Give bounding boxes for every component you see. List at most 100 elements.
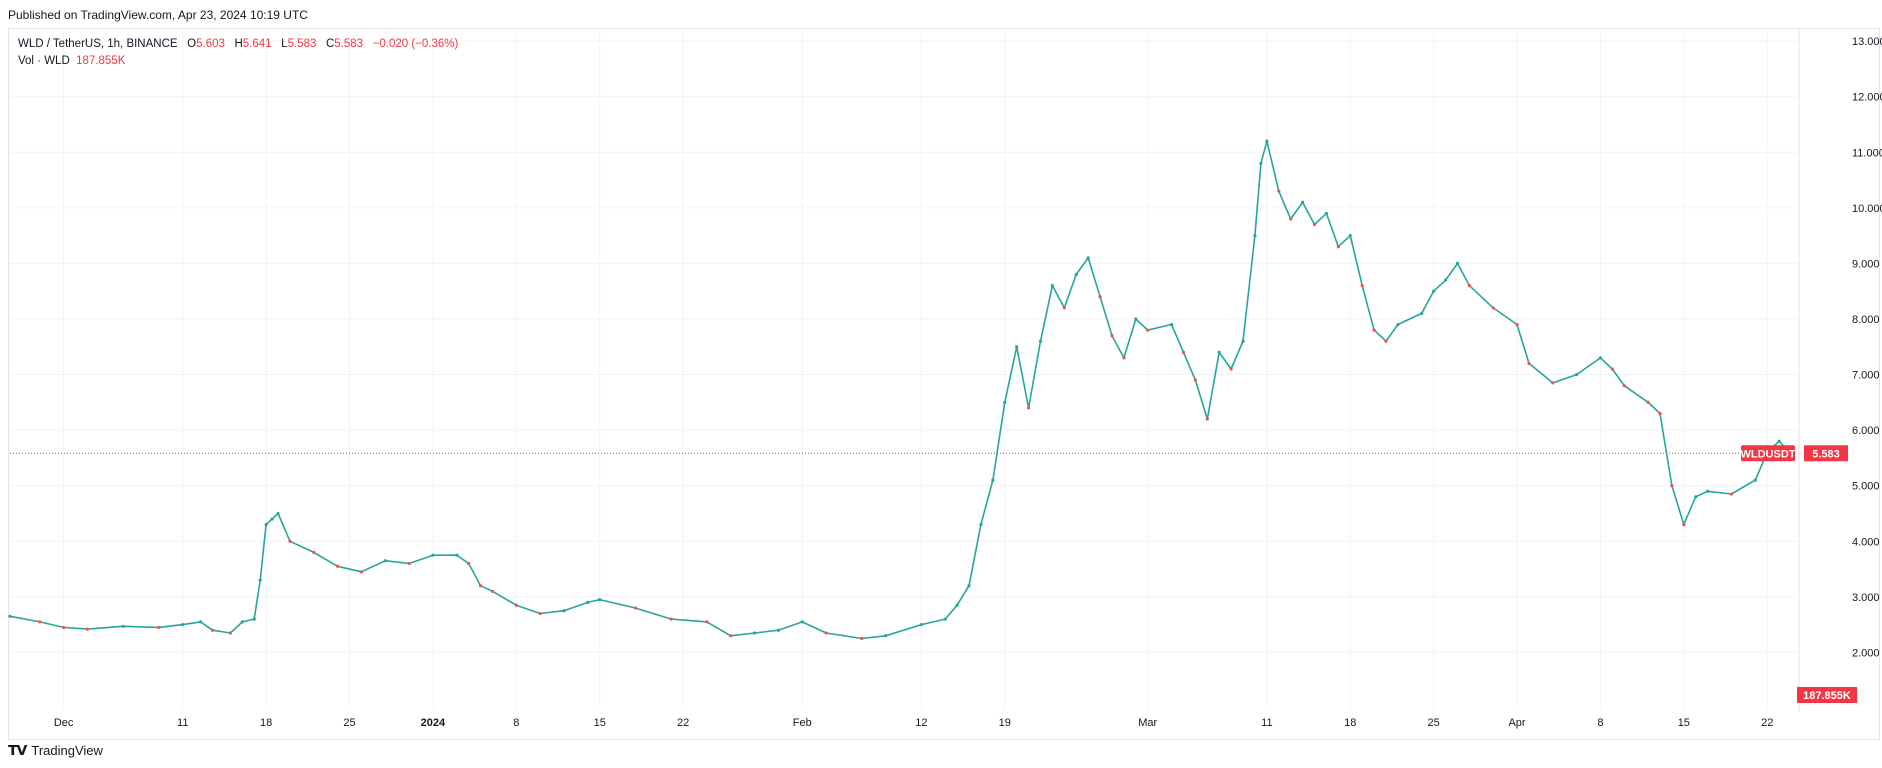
price-point <box>514 603 518 607</box>
price-point <box>729 634 733 638</box>
price-point <box>1003 400 1007 404</box>
price-point <box>860 636 864 641</box>
price-point <box>979 523 983 527</box>
price-point <box>1443 278 1448 282</box>
price-point <box>288 539 292 543</box>
legend-close-value: 5.583 <box>334 38 364 50</box>
y-tick-label: 12.000 <box>1852 92 1882 104</box>
x-tick-label: 25 <box>343 717 355 729</box>
x-tick-label: 11 <box>1261 717 1272 729</box>
price-point <box>490 589 495 593</box>
x-tick-label: Dec <box>54 717 74 729</box>
price-line <box>9 140 1792 640</box>
price-point <box>181 623 185 627</box>
price-point <box>538 611 542 616</box>
price-point <box>1753 478 1757 482</box>
y-tick-label: 9.000 <box>1852 258 1880 270</box>
price-point <box>467 561 471 566</box>
price-point <box>598 598 602 602</box>
price-point <box>1670 484 1674 488</box>
price-point <box>157 625 161 630</box>
price-point <box>1229 367 1233 371</box>
price-point <box>228 631 232 635</box>
price-point <box>884 634 888 638</box>
volume-badge-label: 187.855K <box>1803 690 1851 702</box>
price-point <box>1622 384 1626 388</box>
price-point <box>1098 295 1102 299</box>
price-point <box>752 631 757 635</box>
legend-open-value: 5.603 <box>196 38 225 50</box>
price-point <box>586 600 590 605</box>
price-point <box>991 478 995 482</box>
price-point <box>1706 489 1710 493</box>
price-point <box>1729 492 1734 496</box>
y-tick-label: 6.000 <box>1852 425 1880 437</box>
x-tick-label: 11 <box>177 717 188 729</box>
price-point <box>1324 211 1329 215</box>
price-point <box>1467 284 1471 288</box>
price-point <box>270 517 274 521</box>
y-tick-label: 2.000 <box>1852 647 1880 659</box>
x-tick-label: 18 <box>1344 717 1356 729</box>
price-point <box>1015 345 1019 349</box>
x-tick-label: 8 <box>1597 717 1603 729</box>
price-point <box>1372 328 1376 332</box>
price-point <box>199 620 203 624</box>
price-point <box>240 620 244 624</box>
price-point <box>1122 356 1126 360</box>
price-point <box>1074 272 1078 277</box>
price-point <box>1146 328 1150 332</box>
legend-price-row: WLD / TetherUS, 1h, BINANCE O5.603 H5.64… <box>18 36 458 53</box>
price-point <box>1169 322 1174 327</box>
legend-close-label: C <box>325 38 335 50</box>
price-point <box>264 523 268 527</box>
footer-brand[interactable]: TradingView <box>31 743 103 758</box>
price-point <box>85 627 90 631</box>
price-point <box>478 584 483 588</box>
y-tick-label: 13.000 <box>1852 36 1882 48</box>
legend-high-value: 5.641 <box>242 38 272 50</box>
price-point <box>1432 289 1436 293</box>
symbol-badge <box>1741 445 1795 462</box>
price-point <box>1205 417 1209 421</box>
y-tick-label: 11.000 <box>1852 147 1882 159</box>
legend-volume-value: 187.855K <box>76 55 126 67</box>
price-point <box>38 620 42 624</box>
price-point <box>1694 495 1698 499</box>
legend-high-label: H <box>234 38 243 50</box>
x-tick-label: 25 <box>1428 717 1440 729</box>
price-point <box>919 623 923 627</box>
chart-frame[interactable] <box>8 28 1880 740</box>
x-tick-label: 19 <box>999 717 1011 729</box>
price-point <box>1491 306 1495 310</box>
legend: WLD / TetherUS, 1h, BINANCE O5.603 H5.64… <box>18 36 458 70</box>
price-point <box>1312 222 1317 227</box>
price-point <box>258 578 262 582</box>
price-point <box>1110 334 1114 338</box>
legend-low-label: L <box>281 38 288 50</box>
price-point <box>1217 350 1221 354</box>
price-point <box>276 511 280 516</box>
y-tick-label: 8.000 <box>1852 314 1880 326</box>
price-point <box>1598 356 1603 360</box>
price-point <box>955 603 959 607</box>
tradingview-logo-icon[interactable]: 𝗧𝗩 <box>8 742 27 758</box>
price-point <box>1277 189 1281 193</box>
price-point <box>1455 261 1460 266</box>
legend-symbol[interactable]: WLD / TetherUS, 1h, BINANCE <box>18 38 178 50</box>
price-point <box>1420 311 1424 316</box>
price-point <box>776 628 781 632</box>
price-point <box>705 620 709 624</box>
price-point <box>1265 139 1269 143</box>
legend-open-label: O <box>187 38 197 50</box>
published-label: Published on TradingView.com, Apr 23, 20… <box>8 8 308 22</box>
price-point <box>1777 439 1781 443</box>
price-point <box>633 606 638 610</box>
price-point <box>1610 367 1614 371</box>
price-point <box>1348 234 1352 238</box>
legend-change: −0.020 (−0.36%) <box>372 38 459 50</box>
legend-volume-label[interactable]: Vol · WLD <box>18 55 70 67</box>
x-tick-label: 12 <box>915 717 927 729</box>
y-tick-label: 3.000 <box>1852 592 1880 604</box>
